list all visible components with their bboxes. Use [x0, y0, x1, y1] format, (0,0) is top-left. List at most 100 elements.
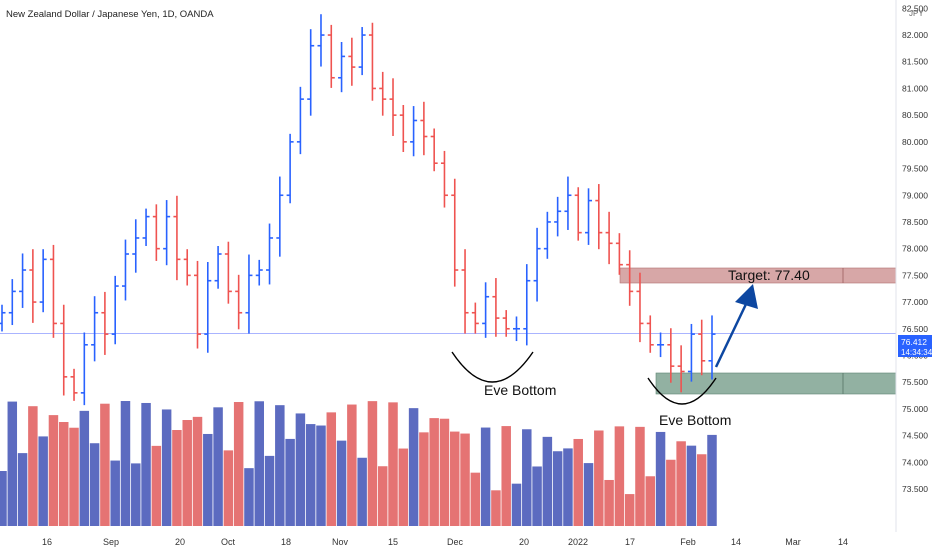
- volume-bar: [367, 401, 378, 526]
- volume-bar: [594, 430, 604, 526]
- price-bar[interactable]: [420, 101, 428, 156]
- price-bar[interactable]: [389, 78, 397, 136]
- volume-bar: [388, 402, 398, 526]
- volume-bar: [655, 431, 666, 526]
- price-bar[interactable]: [111, 275, 119, 345]
- price-bar[interactable]: [152, 204, 160, 261]
- price-tick-label: 74.000: [902, 457, 928, 467]
- price-bar[interactable]: [91, 296, 99, 362]
- price-bar[interactable]: [585, 188, 593, 245]
- price-bar[interactable]: [204, 262, 212, 353]
- price-tick-label: 73.500: [902, 484, 928, 494]
- price-bar[interactable]: [266, 223, 274, 285]
- volume-bar: [552, 451, 563, 526]
- price-bar[interactable]: [255, 259, 263, 286]
- price-bar[interactable]: [636, 272, 644, 343]
- price-bar[interactable]: [440, 150, 448, 208]
- price-bar[interactable]: [708, 315, 716, 380]
- volume-bar: [131, 463, 141, 526]
- price-bar[interactable]: [327, 24, 335, 88]
- volume-bar: [460, 433, 470, 526]
- price-bar[interactable]: [60, 304, 68, 396]
- price-bar[interactable]: [348, 37, 356, 86]
- price-bar[interactable]: [564, 176, 572, 230]
- price-bar[interactable]: [410, 106, 418, 157]
- last-price-badge[interactable]: [898, 335, 932, 357]
- price-bar[interactable]: [687, 323, 695, 382]
- price-bar[interactable]: [667, 328, 675, 383]
- price-bar[interactable]: [512, 316, 520, 342]
- price-bar[interactable]: [307, 29, 315, 116]
- price-bar[interactable]: [554, 196, 562, 237]
- price-bar[interactable]: [626, 250, 634, 306]
- price-bar[interactable]: [368, 22, 376, 101]
- price-bar[interactable]: [317, 14, 325, 67]
- volume-bar: [563, 448, 573, 526]
- price-bar[interactable]: [646, 315, 654, 353]
- price-bar[interactable]: [214, 245, 222, 289]
- price-bar[interactable]: [39, 249, 47, 313]
- price-bar[interactable]: [29, 249, 37, 323]
- time-tick-label: 20: [519, 537, 529, 547]
- price-bar[interactable]: [379, 71, 387, 116]
- time-tick-label: Sep: [103, 537, 119, 547]
- price-bar[interactable]: [543, 211, 551, 259]
- price-bar[interactable]: [121, 239, 129, 301]
- price-bar[interactable]: [101, 291, 109, 355]
- price-tick-label: 78.000: [902, 244, 928, 254]
- price-bar[interactable]: [163, 200, 171, 266]
- price-bar[interactable]: [502, 310, 510, 337]
- volume-bar: [316, 425, 326, 526]
- price-bar[interactable]: [492, 278, 500, 337]
- volume-bar: [377, 466, 388, 526]
- price-bar[interactable]: [194, 260, 202, 349]
- price-bar[interactable]: [338, 41, 346, 93]
- volume-bar: [203, 433, 213, 526]
- price-bar[interactable]: [615, 233, 623, 275]
- price-bar[interactable]: [677, 345, 685, 393]
- price-bar[interactable]: [461, 249, 469, 334]
- price-bar[interactable]: [430, 128, 438, 172]
- price-bar[interactable]: [49, 244, 57, 338]
- price-bar[interactable]: [574, 187, 582, 241]
- price-bar[interactable]: [183, 249, 191, 286]
- time-tick-label: 2022: [568, 537, 588, 547]
- price-bar[interactable]: [698, 319, 706, 376]
- price-bar[interactable]: [399, 105, 407, 152]
- price-bar[interactable]: [142, 208, 150, 246]
- price-bar[interactable]: [70, 368, 78, 401]
- price-tick-label: 78.500: [902, 217, 928, 227]
- price-bar[interactable]: [19, 253, 27, 308]
- price-bar[interactable]: [595, 184, 603, 250]
- time-tick-label: Oct: [221, 537, 236, 547]
- price-bar[interactable]: [605, 211, 613, 265]
- price-bar[interactable]: [173, 195, 181, 281]
- price-bar[interactable]: [533, 227, 541, 302]
- volume-bar: [686, 445, 697, 526]
- volume-bar: [233, 402, 244, 526]
- volume-bar: [141, 402, 151, 526]
- price-bar[interactable]: [80, 332, 88, 406]
- price-bar[interactable]: [132, 219, 140, 273]
- volume-bar: [624, 494, 635, 526]
- price-tick-label: 81.500: [902, 57, 928, 67]
- price-bar[interactable]: [482, 282, 490, 338]
- price-bar[interactable]: [0, 304, 6, 332]
- price-bar[interactable]: [358, 27, 366, 76]
- price-bar[interactable]: [235, 274, 243, 330]
- price-bar[interactable]: [657, 332, 665, 358]
- price-bar[interactable]: [451, 178, 459, 287]
- price-bar[interactable]: [286, 133, 294, 204]
- price-bar[interactable]: [523, 264, 531, 346]
- price-bar[interactable]: [224, 241, 232, 304]
- price-bar[interactable]: [8, 279, 16, 326]
- price-bar[interactable]: [276, 176, 284, 257]
- volume-bar: [213, 407, 223, 526]
- price-tick-label: 82.000: [902, 30, 928, 40]
- price-bar[interactable]: [245, 254, 253, 334]
- volume-layer: [0, 401, 717, 526]
- price-bar[interactable]: [471, 302, 479, 334]
- volume-bar: [511, 483, 522, 526]
- price-bar[interactable]: [296, 86, 304, 155]
